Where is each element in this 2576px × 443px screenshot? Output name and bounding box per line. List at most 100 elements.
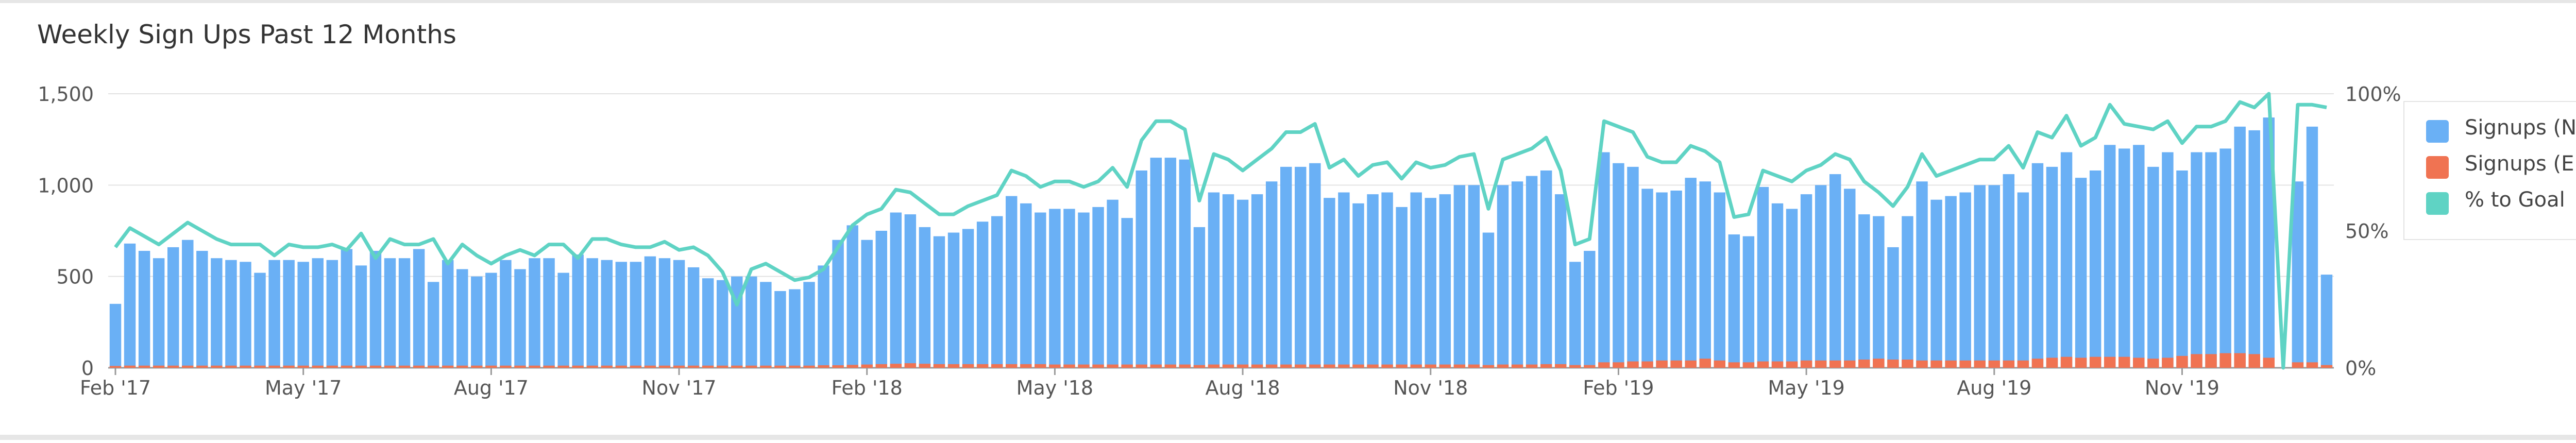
bar-signups-eliminated[interactable]: [861, 364, 873, 368]
bar-signups-eliminated[interactable]: [890, 364, 902, 368]
bar-signups-net[interactable]: [1800, 194, 1812, 368]
bar-signups-net[interactable]: [557, 272, 569, 368]
bar-signups-net[interactable]: [1526, 176, 1538, 368]
bar-signups-eliminated[interactable]: [933, 364, 945, 368]
bar-signups-eliminated[interactable]: [182, 365, 194, 368]
bar-signups-eliminated[interactable]: [1078, 364, 1090, 368]
bar-signups-net[interactable]: [933, 236, 945, 368]
bar-signups-eliminated[interactable]: [1988, 360, 2000, 368]
bar-signups-net[interactable]: [442, 260, 454, 368]
bar-signups-eliminated[interactable]: [1916, 360, 1928, 368]
bar-signups-net[interactable]: [1873, 216, 1885, 368]
bar-signups-net[interactable]: [1829, 174, 1841, 368]
bar-signups-net[interactable]: [1714, 192, 1726, 368]
bar-signups-net[interactable]: [152, 258, 165, 368]
bar-signups-eliminated[interactable]: [1555, 364, 1567, 368]
bar-signups-net[interactable]: [2292, 181, 2304, 368]
bar-signups-net[interactable]: [1902, 216, 1913, 368]
bar-signups-eliminated[interactable]: [1569, 365, 1581, 368]
bar-signups-eliminated[interactable]: [2060, 356, 2073, 368]
bar-signups-eliminated[interactable]: [2133, 357, 2145, 368]
bar-signups-eliminated[interactable]: [904, 363, 917, 368]
bar-signups-net[interactable]: [1757, 186, 1769, 368]
bar-signups-net[interactable]: [832, 240, 844, 368]
bar-signups-eliminated[interactable]: [760, 365, 772, 368]
bar-signups-net[interactable]: [1540, 170, 1552, 368]
bar-signups-net[interactable]: [1280, 166, 1292, 368]
bar-signups-net[interactable]: [1930, 199, 1942, 368]
bar-signups-eliminated[interactable]: [1627, 361, 1639, 368]
bar-signups-net[interactable]: [1020, 203, 1032, 368]
bar-signups-net[interactable]: [1988, 185, 2000, 368]
bar-signups-eliminated[interactable]: [1425, 364, 1436, 368]
bar-signups-net[interactable]: [2046, 166, 2058, 368]
bar-signups-eliminated[interactable]: [1324, 364, 1335, 368]
bar-signups-eliminated[interactable]: [1540, 364, 1552, 368]
bar-signups-eliminated[interactable]: [398, 365, 411, 368]
bar-signups-eliminated[interactable]: [1887, 360, 1899, 368]
bar-signups-eliminated[interactable]: [1309, 364, 1321, 368]
bar-signups-eliminated[interactable]: [152, 365, 165, 368]
bar-signups-net[interactable]: [615, 262, 628, 368]
bar-signups-net[interactable]: [109, 303, 122, 368]
bar-signups-eliminated[interactable]: [658, 365, 671, 368]
bar-signups-eliminated[interactable]: [1092, 364, 1104, 368]
bar-signups-eliminated[interactable]: [1136, 364, 1147, 368]
bar-signups-net[interactable]: [2089, 170, 2102, 368]
bar-signups-eliminated[interactable]: [1164, 364, 1177, 368]
bar-signups-eliminated[interactable]: [500, 365, 512, 368]
bar-signups-eliminated[interactable]: [2306, 362, 2318, 368]
bar-signups-net[interactable]: [861, 240, 873, 368]
bar-signups-eliminated[interactable]: [514, 365, 526, 368]
bar-signups-net[interactable]: [1425, 198, 1436, 368]
bar-signups-eliminated[interactable]: [1396, 364, 1408, 368]
bar-signups-eliminated[interactable]: [1584, 365, 1596, 368]
bar-signups-eliminated[interactable]: [1150, 364, 1162, 368]
bar-signups-net[interactable]: [2003, 174, 2015, 368]
bar-signups-eliminated[interactable]: [2234, 353, 2246, 368]
bar-signups-eliminated[interactable]: [1208, 364, 1220, 368]
bar-signups-net[interactable]: [890, 212, 902, 368]
bar-signups-net[interactable]: [644, 256, 656, 368]
bar-signups-eliminated[interactable]: [745, 365, 757, 368]
bar-signups-eliminated[interactable]: [991, 364, 1003, 368]
bar-signups-eliminated[interactable]: [326, 365, 338, 368]
bar-signups-eliminated[interactable]: [1121, 364, 1133, 368]
bar-signups-net[interactable]: [196, 251, 208, 368]
bar-signups-net[interactable]: [485, 272, 497, 368]
bar-signups-net[interactable]: [124, 243, 136, 368]
bar-signups-net[interactable]: [1236, 199, 1249, 368]
bar-signups-net[interactable]: [167, 247, 179, 368]
bar-signups-net[interactable]: [1179, 159, 1191, 368]
bar-signups-net[interactable]: [1569, 262, 1581, 368]
bar-signups-eliminated[interactable]: [1728, 362, 1740, 368]
bar-signups-net[interactable]: [182, 240, 194, 368]
bar-signups-net[interactable]: [471, 276, 483, 368]
bar-signups-net[interactable]: [514, 269, 526, 368]
bar-signups-eliminated[interactable]: [1930, 360, 1942, 368]
bar-signups-net[interactable]: [2017, 192, 2029, 368]
bar-signups-net[interactable]: [341, 249, 353, 368]
bar-signups-eliminated[interactable]: [297, 365, 309, 368]
bar-signups-net[interactable]: [1497, 185, 1509, 368]
bar-signups-net[interactable]: [254, 272, 266, 368]
bar-signups-net[interactable]: [962, 229, 974, 368]
bar-signups-net[interactable]: [1410, 192, 1422, 368]
bar-signups-eliminated[interactable]: [1598, 362, 1610, 368]
bar-signups-eliminated[interactable]: [615, 365, 628, 368]
bar-signups-net[interactable]: [1381, 192, 1393, 368]
bar-signups-net[interactable]: [312, 258, 324, 368]
bar-signups-net[interactable]: [687, 267, 700, 368]
bar-signups-eliminated[interactable]: [254, 365, 266, 368]
bar-signups-eliminated[interactable]: [1757, 361, 1769, 368]
bar-signups-eliminated[interactable]: [268, 365, 280, 368]
bar-signups-eliminated[interactable]: [1873, 359, 1885, 368]
bar-signups-net[interactable]: [1265, 181, 1278, 368]
bar-signups-eliminated[interactable]: [716, 365, 728, 368]
line-percent-to-goal[interactable]: [114, 92, 2327, 370]
bar-signups-eliminated[interactable]: [1251, 364, 1263, 368]
bar-signups-eliminated[interactable]: [1959, 360, 1971, 368]
bar-signups-eliminated[interactable]: [1699, 359, 1711, 368]
bar-signups-eliminated[interactable]: [1280, 364, 1292, 368]
bar-signups-net[interactable]: [1324, 198, 1335, 368]
